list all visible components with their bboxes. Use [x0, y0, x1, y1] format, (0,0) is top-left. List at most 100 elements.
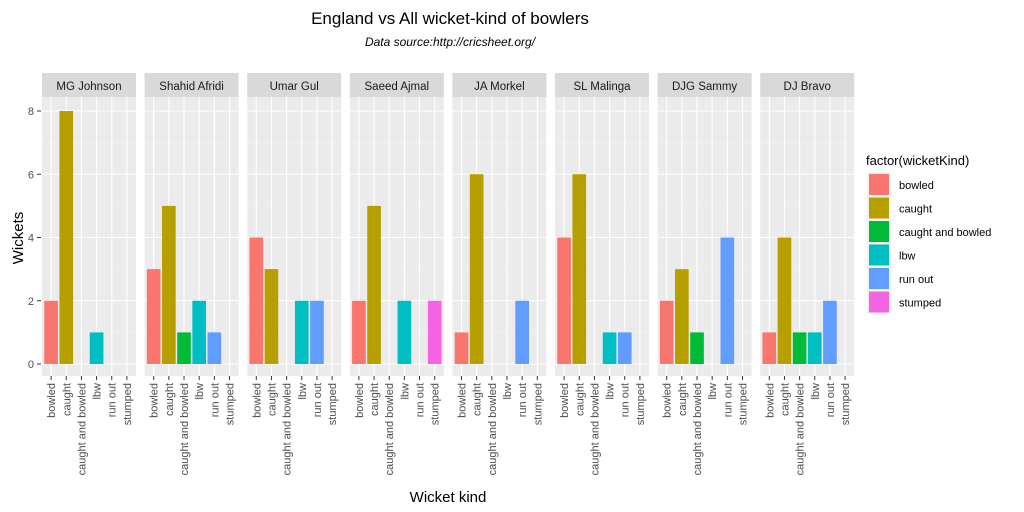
- legend-swatch-caught-and-bowled: [869, 221, 889, 242]
- bar-lbw: [602, 332, 617, 364]
- x-tick-label: caught and bowled: [589, 383, 601, 475]
- x-tick-label: caught: [472, 383, 484, 416]
- bar-bowled: [454, 332, 469, 364]
- bar-caught: [572, 174, 587, 364]
- bar-caught-and-bowled: [792, 332, 807, 364]
- facet-strip: [760, 73, 855, 97]
- x-tick-label: lbw: [194, 383, 206, 400]
- bar-caught: [675, 269, 689, 364]
- x-tick-label: bowled: [456, 383, 468, 418]
- x-tick-label: caught and bowled: [384, 383, 396, 475]
- x-tick-label: bowled: [354, 383, 366, 418]
- x-tick-label: caught and bowled: [487, 383, 499, 475]
- x-tick-label: caught and bowled: [692, 383, 704, 475]
- x-tick-label: lbw: [297, 383, 309, 400]
- x-tick-label: bowled: [149, 383, 161, 418]
- facet-label: Saeed Ajmal: [365, 81, 430, 93]
- legend-swatch-run-out: [869, 268, 889, 289]
- facet-strip: [657, 73, 752, 97]
- x-tick-label: run out: [107, 383, 119, 417]
- y-tick-label: 4: [28, 233, 34, 245]
- legend-label: stumped: [899, 298, 941, 310]
- bar-bowled: [249, 237, 264, 364]
- x-tick-label: bowled: [46, 383, 58, 418]
- x-tick-label: caught: [164, 383, 176, 416]
- facet-label: SL Malinga: [573, 81, 631, 93]
- x-tick-label: stumped: [430, 383, 442, 425]
- y-tick-label: 2: [28, 296, 34, 308]
- x-tick-label: caught and bowled: [179, 383, 191, 475]
- facet-label: DJ Bravo: [784, 81, 831, 93]
- legend-label: bowled: [899, 180, 934, 192]
- bar-lbw: [294, 300, 309, 364]
- legend-swatch-lbw: [869, 244, 889, 266]
- facet-label: Shahid Afridi: [159, 81, 224, 93]
- bar-run-out: [207, 332, 222, 364]
- x-tick-label: run out: [415, 383, 427, 417]
- x-tick-label: stumped: [635, 383, 647, 425]
- x-tick-label: run out: [209, 383, 221, 417]
- chart-subtitle: Data source:http://cricsheet.org/: [365, 35, 537, 49]
- x-tick-label: lbw: [810, 383, 822, 400]
- x-tick-label: bowled: [662, 383, 674, 418]
- x-tick-label: run out: [517, 383, 529, 417]
- x-tick-label: caught: [574, 383, 586, 416]
- bar-run-out: [617, 332, 632, 364]
- facet-strip: [247, 73, 342, 97]
- bar-caught: [367, 205, 381, 364]
- x-tick-label: run out: [312, 383, 324, 417]
- legend-title: factor(wicketKind): [866, 153, 969, 168]
- x-tick-label: run out: [722, 383, 734, 417]
- x-tick-label: lbw: [92, 383, 104, 400]
- x-tick-label: lbw: [707, 383, 719, 400]
- bar-caught: [469, 174, 484, 364]
- x-tick-label: bowled: [559, 383, 571, 418]
- x-tick-label: caught: [266, 383, 278, 416]
- bar-bowled: [44, 300, 58, 364]
- bar-stumped: [427, 300, 442, 364]
- x-tick-label: caught: [677, 383, 689, 416]
- x-tick-label: caught: [369, 383, 381, 416]
- x-tick-label: stumped: [122, 383, 134, 425]
- bar-bowled: [557, 237, 571, 364]
- legend-label: caught and bowled: [899, 227, 991, 239]
- bar-bowled: [352, 300, 366, 364]
- x-tick-label: stumped: [225, 383, 237, 425]
- bar-caught: [264, 269, 279, 364]
- bar-caught: [777, 237, 792, 364]
- x-tick-label: stumped: [532, 383, 544, 425]
- x-tick-label: bowled: [764, 383, 776, 418]
- bar-run-out: [310, 300, 324, 364]
- facet-label: MG Johnson: [56, 81, 121, 93]
- x-tick-label: caught and bowled: [76, 383, 88, 475]
- x-tick-label: lbw: [399, 383, 411, 400]
- legend-swatch-bowled: [869, 174, 889, 195]
- bar-lbw: [397, 300, 412, 364]
- bar-caught-and-bowled: [690, 332, 704, 364]
- x-tick-label: caught: [779, 383, 791, 416]
- y-axis-label: Wickets: [10, 212, 27, 265]
- x-tick-label: caught: [61, 383, 73, 416]
- x-tick-label: run out: [620, 383, 632, 417]
- legend-label: lbw: [899, 251, 916, 263]
- y-tick-label: 6: [28, 169, 34, 181]
- legend-label: caught: [899, 204, 932, 216]
- chart-title: England vs All wicket-kind of bowlers: [311, 9, 589, 28]
- x-axis-label: Wicket kind: [410, 489, 487, 506]
- x-tick-label: stumped: [327, 383, 339, 425]
- bar-lbw: [89, 332, 104, 364]
- bar-run-out: [720, 237, 735, 364]
- facet-label: Umar Gul: [270, 81, 319, 93]
- x-tick-label: stumped: [738, 383, 750, 425]
- x-tick-label: run out: [825, 383, 837, 417]
- y-tick-label: 0: [28, 359, 34, 371]
- facet-label: JA Morkel: [474, 81, 525, 93]
- x-tick-label: stumped: [840, 383, 852, 425]
- y-tick-label: 8: [28, 106, 34, 118]
- bar-caught: [162, 205, 176, 364]
- legend-swatch-stumped: [869, 291, 889, 313]
- x-tick-label: bowled: [251, 383, 263, 418]
- x-tick-label: caught and bowled: [795, 383, 807, 475]
